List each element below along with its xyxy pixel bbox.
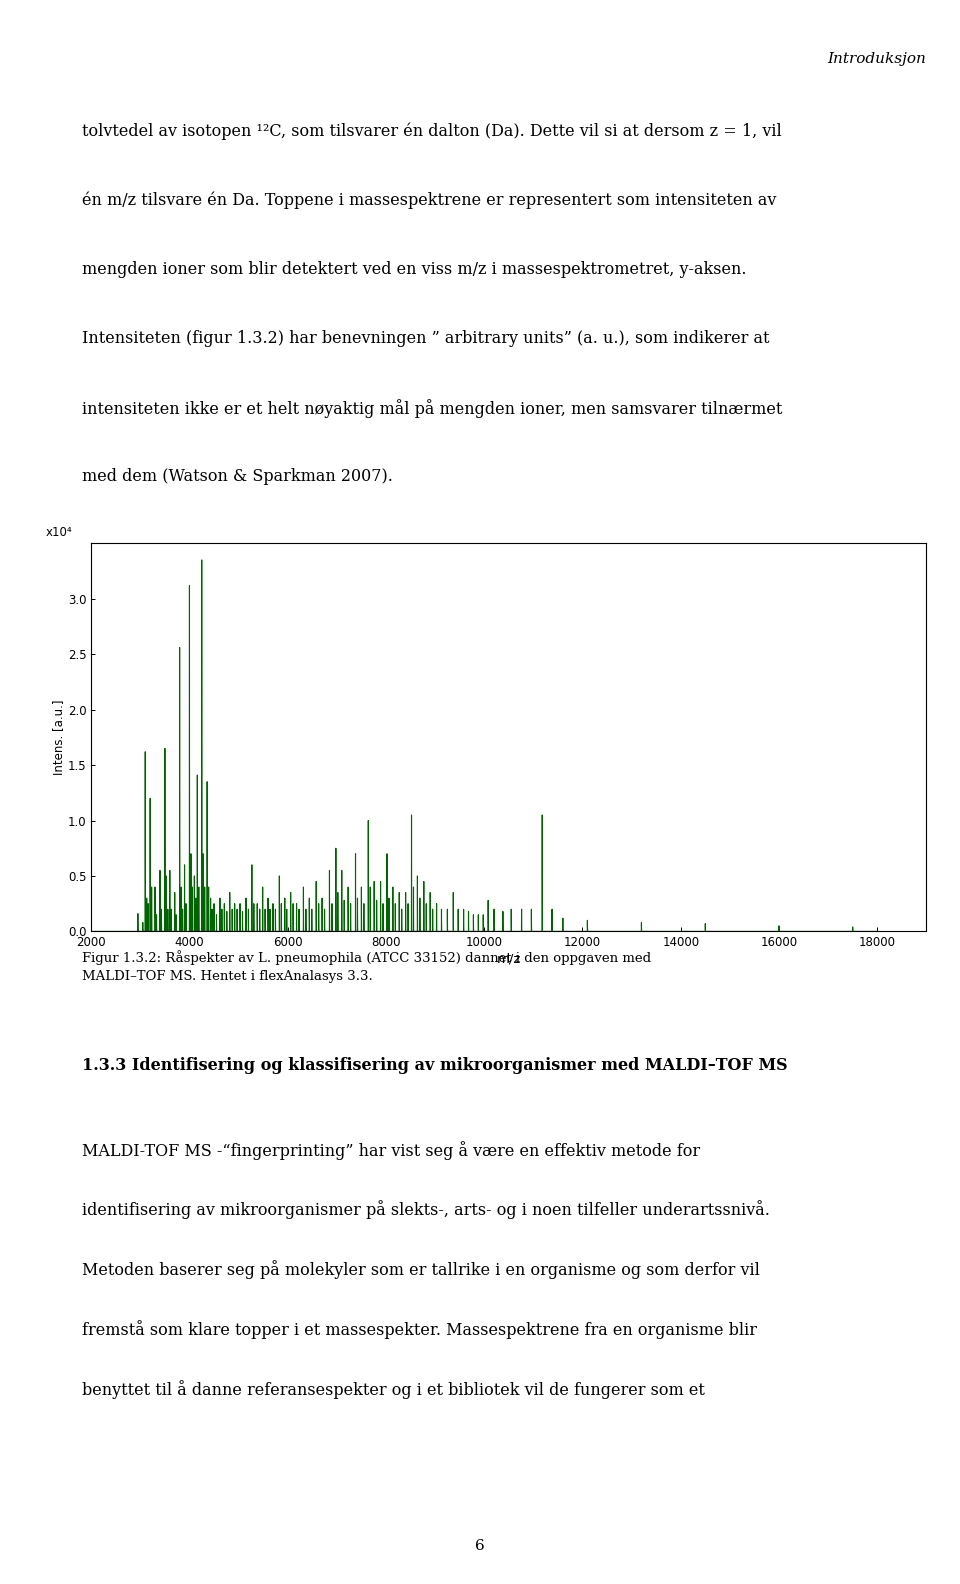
Text: Figur 1.3.2: Råspekter av L. pneumophila (ATCC 33152) dannet i den oppgaven med
: Figur 1.3.2: Råspekter av L. pneumophila…	[82, 950, 651, 984]
Text: mengden ioner som blir detektert ved en viss m/z i massespektrometret, y-aksen.: mengden ioner som blir detektert ved en …	[82, 261, 746, 277]
Text: med dem (Watson & Sparkman 2007).: med dem (Watson & Sparkman 2007).	[82, 469, 393, 485]
Text: tolvtedel av isotopen ¹²C, som tilsvarer én dalton (Da). Dette vil si at dersom : tolvtedel av isotopen ¹²C, som tilsvarer…	[82, 122, 781, 139]
X-axis label: m/z: m/z	[496, 952, 521, 965]
Text: Metoden baserer seg på molekyler som er tallrike i en organisme og som derfor vi: Metoden baserer seg på molekyler som er …	[82, 1261, 759, 1280]
Text: Introduksjon: Introduksjon	[828, 52, 926, 67]
Text: benyttet til å danne referansespekter og i et bibliotek vil de fungerer som et: benyttet til å danne referansespekter og…	[82, 1380, 705, 1399]
Text: 6: 6	[475, 1540, 485, 1552]
Text: fremstå som klare topper i et massespekter. Massespektrene fra en organisme blir: fremstå som klare topper i et massespekt…	[82, 1319, 756, 1338]
Text: MALDI-TOF MS -“fingerprinting” har vist seg å være en effektiv metode for: MALDI-TOF MS -“fingerprinting” har vist …	[82, 1140, 700, 1159]
Text: én m/z tilsvare én Da. Toppene i massespektrene er representert som intensiteten: én m/z tilsvare én Da. Toppene i massesp…	[82, 192, 776, 209]
Text: x10⁴: x10⁴	[45, 526, 72, 540]
Y-axis label: Intens. [a.u.]: Intens. [a.u.]	[52, 700, 65, 775]
Text: Intensiteten (figur 1.3.2) har benevningen ” arbitrary units” (a. u.), som indik: Intensiteten (figur 1.3.2) har benevning…	[82, 329, 769, 347]
Text: intensiteten ikke er et helt nøyaktig mål på mengden ioner, men samsvarer tilnær: intensiteten ikke er et helt nøyaktig må…	[82, 399, 782, 418]
Text: 1.3.3 Identifisering og klassifisering av mikroorganismer med MALDI–TOF MS: 1.3.3 Identifisering og klassifisering a…	[82, 1057, 787, 1074]
Text: identifisering av mikroorganismer på slekts-, arts- og i noen tilfeller underart: identifisering av mikroorganismer på sle…	[82, 1201, 770, 1220]
